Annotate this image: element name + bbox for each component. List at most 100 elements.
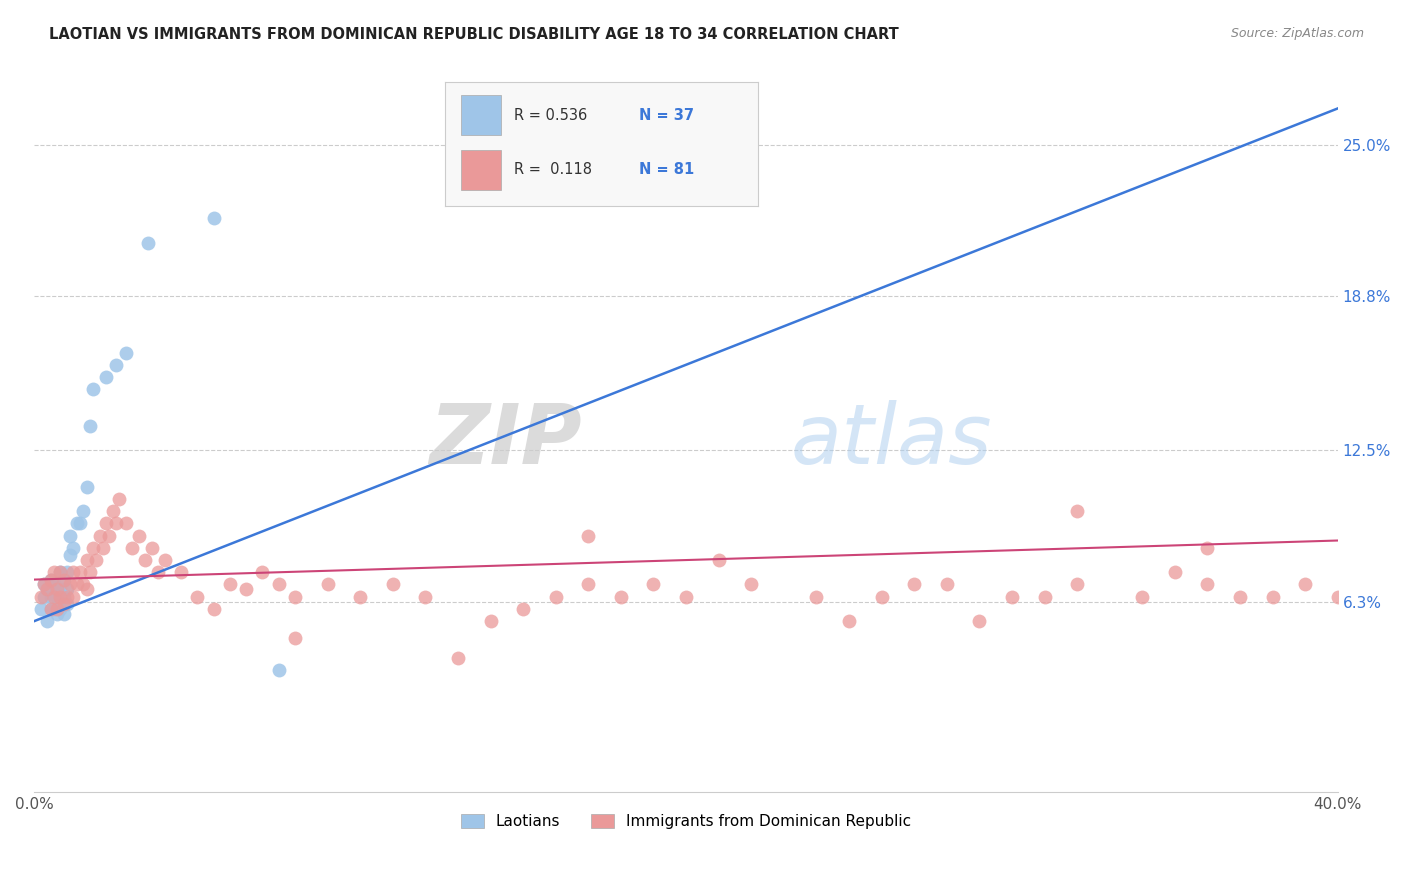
Point (1066, 504, 1088, 518)
Point (91, 541, 114, 555)
Point (252, 566, 274, 580)
Point (284, 631, 307, 645)
Point (114, 516, 136, 531)
Point (101, 504, 124, 518)
Point (39, 573, 62, 587)
Point (49, 582, 72, 597)
Point (870, 590, 893, 604)
Point (104, 358, 127, 372)
Point (39, 602, 62, 616)
Point (576, 577, 599, 591)
Point (42, 590, 65, 604)
Point (903, 577, 925, 591)
Point (49, 566, 72, 580)
Point (52, 573, 75, 587)
Point (114, 345, 136, 359)
Point (49, 602, 72, 616)
Point (1294, 577, 1316, 591)
Point (104, 516, 127, 531)
Point (42, 577, 65, 591)
Point (76, 480, 98, 494)
Point (153, 553, 176, 567)
Point (94, 516, 117, 531)
Point (49, 590, 72, 604)
Point (1261, 590, 1284, 604)
Point (72, 504, 94, 518)
Point (32, 590, 55, 604)
Point (37, 582, 59, 597)
Point (56, 566, 79, 580)
Point (39, 573, 62, 587)
Point (52, 607, 75, 621)
Point (675, 590, 697, 604)
Point (1197, 541, 1219, 555)
Point (643, 577, 665, 591)
Point (969, 614, 991, 628)
Point (52, 597, 75, 611)
Text: LAOTIAN VS IMMIGRANTS FROM DOMINICAN REPUBLIC DISABILITY AGE 18 TO 34 CORRELATIO: LAOTIAN VS IMMIGRANTS FROM DOMINICAN REP… (49, 27, 898, 42)
Point (1164, 566, 1187, 580)
Point (46, 582, 69, 597)
Point (235, 582, 257, 597)
Point (1130, 590, 1153, 604)
Point (46, 590, 69, 604)
Point (479, 614, 502, 628)
Point (935, 577, 957, 591)
Point (1066, 577, 1088, 591)
Point (838, 614, 860, 628)
Point (56, 590, 79, 604)
Point (316, 577, 339, 591)
Point (512, 602, 534, 616)
Point (37, 582, 59, 597)
Point (267, 577, 290, 591)
Point (62, 590, 84, 604)
Point (32, 577, 55, 591)
Point (69, 566, 91, 580)
Point (82, 382, 104, 396)
Point (66, 577, 89, 591)
Point (148, 566, 170, 580)
Point (46, 602, 69, 616)
Point (267, 663, 290, 677)
Point (186, 590, 208, 604)
Point (49, 566, 72, 580)
Point (46, 607, 69, 621)
Point (39, 602, 62, 616)
Point (1197, 577, 1219, 591)
Point (72, 577, 94, 591)
Point (610, 590, 633, 604)
Point (121, 541, 143, 555)
Point (79, 566, 101, 580)
Point (202, 602, 225, 616)
Point (1001, 590, 1024, 604)
Point (707, 553, 730, 567)
Point (79, 418, 101, 433)
Point (1229, 590, 1251, 604)
Point (32, 577, 55, 591)
Point (1033, 590, 1056, 604)
Point (59, 548, 82, 562)
Point (59, 577, 82, 591)
Point (46, 582, 69, 597)
Point (56, 597, 79, 611)
Point (138, 235, 160, 250)
Point (576, 528, 599, 542)
Point (806, 590, 828, 604)
Point (59, 528, 82, 542)
Point (141, 541, 163, 555)
Point (447, 650, 470, 665)
Point (52, 573, 75, 587)
Point (66, 516, 89, 531)
Point (740, 577, 762, 591)
Point (89, 528, 111, 542)
Point (56, 582, 79, 597)
Legend: Laotians, Immigrants from Dominican Republic: Laotians, Immigrants from Dominican Repu… (454, 808, 917, 836)
Point (42, 602, 65, 616)
Point (62, 541, 84, 555)
Point (42, 566, 65, 580)
Point (98, 528, 121, 542)
Point (76, 582, 98, 597)
Point (84, 553, 107, 567)
Point (69, 516, 91, 531)
Point (30, 602, 52, 616)
